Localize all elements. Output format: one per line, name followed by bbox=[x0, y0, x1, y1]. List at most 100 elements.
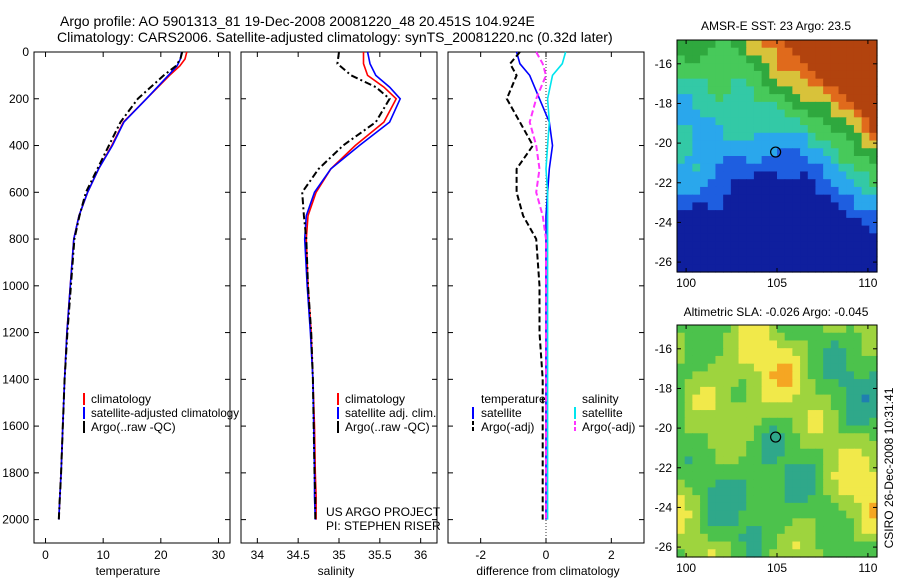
map-cell bbox=[715, 117, 724, 126]
map-cell bbox=[730, 179, 740, 188]
map-cell bbox=[869, 156, 878, 165]
map-cell bbox=[692, 502, 701, 512]
map-cell bbox=[723, 526, 732, 535]
map-cell bbox=[792, 348, 801, 357]
map-cell bbox=[677, 47, 686, 57]
map-cell bbox=[807, 117, 817, 126]
map-cell bbox=[869, 526, 878, 535]
map-cell bbox=[807, 433, 817, 442]
map-cell bbox=[846, 340, 855, 349]
map-cell bbox=[792, 441, 801, 450]
map-cell bbox=[807, 425, 817, 434]
map-cell bbox=[753, 179, 763, 188]
map-cell bbox=[869, 148, 878, 157]
map-cell bbox=[677, 264, 686, 273]
map-cell bbox=[838, 101, 847, 111]
map-cell bbox=[677, 363, 686, 372]
map-cell bbox=[838, 448, 847, 458]
map-cell bbox=[861, 86, 870, 95]
map-cell bbox=[761, 471, 770, 481]
map-cell bbox=[715, 348, 724, 357]
map-cell bbox=[692, 417, 701, 427]
map-cell bbox=[692, 86, 701, 95]
map-cell bbox=[823, 233, 832, 242]
map-cell bbox=[707, 495, 717, 504]
map-cell bbox=[815, 549, 824, 558]
x-tick-label: 20 bbox=[154, 548, 168, 562]
map-cell bbox=[684, 394, 693, 403]
map-cell bbox=[684, 63, 693, 72]
map-cell bbox=[730, 448, 740, 458]
map-cell bbox=[707, 386, 717, 396]
map-cell bbox=[715, 394, 724, 403]
map-cell bbox=[730, 194, 740, 203]
map-cell bbox=[753, 425, 763, 434]
map-cell bbox=[746, 363, 755, 372]
map-cell bbox=[807, 47, 817, 57]
map-cell bbox=[853, 402, 863, 411]
map-cell bbox=[815, 109, 824, 118]
map-cell bbox=[707, 132, 717, 142]
map-cell bbox=[707, 340, 717, 349]
map-cell bbox=[846, 379, 855, 388]
map-cell bbox=[846, 55, 855, 64]
map-cell bbox=[715, 325, 724, 334]
map-cell bbox=[723, 225, 732, 234]
map-cell bbox=[869, 171, 878, 180]
map-cell bbox=[684, 202, 693, 211]
map-cell bbox=[800, 40, 809, 49]
map-cell bbox=[738, 502, 747, 512]
map-cell bbox=[853, 202, 863, 211]
map-cell bbox=[838, 248, 847, 258]
map-cell bbox=[707, 526, 717, 535]
map-cell bbox=[838, 410, 847, 419]
map-cell bbox=[700, 533, 709, 543]
map-cell bbox=[853, 363, 863, 372]
map-cell bbox=[830, 495, 840, 504]
map-cell bbox=[807, 125, 817, 134]
map-cell bbox=[769, 186, 778, 196]
map-cell bbox=[692, 202, 701, 211]
map-cell bbox=[730, 464, 740, 473]
map-cell bbox=[815, 464, 824, 473]
map-cell bbox=[777, 487, 786, 496]
map-cell bbox=[700, 156, 709, 165]
map-cell bbox=[746, 171, 755, 180]
map-cell bbox=[746, 241, 755, 250]
map-cell bbox=[715, 541, 724, 550]
map-cell bbox=[830, 471, 840, 481]
map-cell bbox=[715, 533, 724, 543]
map-cell bbox=[753, 225, 763, 234]
pi-annotation: PI: STEPHEN RISER bbox=[326, 519, 441, 533]
map-cell bbox=[700, 448, 709, 458]
map-cell bbox=[777, 125, 786, 134]
map-cell bbox=[846, 264, 855, 273]
map-cell bbox=[700, 194, 709, 203]
map-cell bbox=[846, 518, 855, 527]
map-cell bbox=[846, 86, 855, 95]
map-cell bbox=[730, 241, 740, 250]
map-cell bbox=[707, 86, 717, 95]
map-cell bbox=[784, 332, 793, 342]
map-cell bbox=[846, 117, 855, 126]
map-cell bbox=[692, 332, 701, 342]
map-cell bbox=[800, 210, 809, 219]
map-cell bbox=[684, 86, 693, 95]
map-cell bbox=[869, 94, 878, 103]
map-cell bbox=[723, 248, 732, 258]
map-cell bbox=[823, 510, 832, 519]
map-cell bbox=[853, 86, 863, 95]
map-cell bbox=[700, 433, 709, 442]
map-cell bbox=[707, 541, 717, 550]
map-cell bbox=[823, 63, 832, 72]
map-cell bbox=[753, 171, 763, 180]
map-cell bbox=[692, 549, 701, 558]
map-cell bbox=[738, 202, 747, 211]
map-cell bbox=[800, 332, 809, 342]
map-cell bbox=[853, 479, 863, 488]
map-cell bbox=[692, 402, 701, 411]
map-cell bbox=[869, 248, 878, 258]
map-cell bbox=[823, 125, 832, 134]
map-cell bbox=[823, 433, 832, 442]
map-cell bbox=[715, 63, 724, 72]
